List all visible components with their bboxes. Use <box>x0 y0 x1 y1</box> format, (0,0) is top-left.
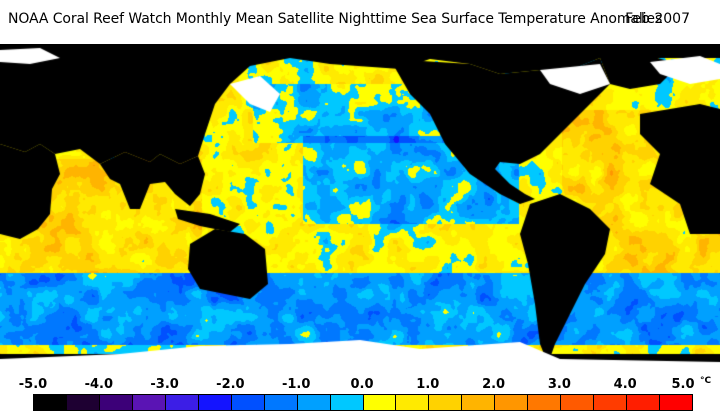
legend-swatch <box>627 395 661 410</box>
legend-tick-label: 4.0 <box>613 377 637 392</box>
title-bar: NOAA Coral Reef Watch Monthly Mean Satel… <box>0 0 720 44</box>
legend-tick-label: 2.0 <box>482 377 506 392</box>
legend-swatch <box>495 395 529 410</box>
legend-swatch <box>528 395 562 410</box>
legend-swatch <box>594 395 628 410</box>
legend-swatch <box>34 395 67 410</box>
legend-tick-label: 3.0 <box>547 377 571 392</box>
legend-swatch <box>165 395 199 410</box>
legend-swatch <box>231 395 265 410</box>
legend-swatch <box>330 395 364 410</box>
map-date: Feb 2007 <box>625 11 690 27</box>
legend-swatch <box>561 395 595 410</box>
legend-tick-label: -1.0 <box>281 377 311 392</box>
legend-swatch <box>264 395 298 410</box>
map-title: NOAA Coral Reef Watch Monthly Mean Satel… <box>8 11 663 27</box>
legend-ticks: -5.0 -4.0 -3.0 -2.0 -1.0 0.0 1.0 2.0 3.0 4.0 5.0 <box>0 377 720 393</box>
legend-unit: °C <box>700 376 712 386</box>
legend-swatch <box>363 395 397 410</box>
legend-tick-label: 0.0 <box>350 377 374 392</box>
legend-tick-label: 5.0 <box>671 377 695 392</box>
legend-swatch <box>198 395 232 410</box>
legend-colorbar <box>33 394 693 411</box>
color-legend: -5.0 -4.0 -3.0 -2.0 -1.0 0.0 1.0 2.0 3.0 4.0 5.0 °… <box>0 371 720 411</box>
legend-tick-label: -3.0 <box>150 377 179 392</box>
legend-swatch <box>297 395 331 410</box>
legend-swatch <box>462 395 496 410</box>
legend-tick-label: -2.0 <box>216 377 245 392</box>
legend-tick-label: 1.0 <box>416 377 440 392</box>
legend-tick-label: -5.0 <box>18 377 48 392</box>
legend-swatch <box>660 395 693 410</box>
legend-swatch <box>396 395 430 410</box>
legend-swatch <box>99 395 133 410</box>
sst-anomaly-map <box>0 44 720 371</box>
legend-tick-label: -4.0 <box>84 377 114 392</box>
legend-swatch <box>132 395 166 410</box>
legend-swatch <box>429 395 463 410</box>
legend-swatch <box>66 395 100 410</box>
